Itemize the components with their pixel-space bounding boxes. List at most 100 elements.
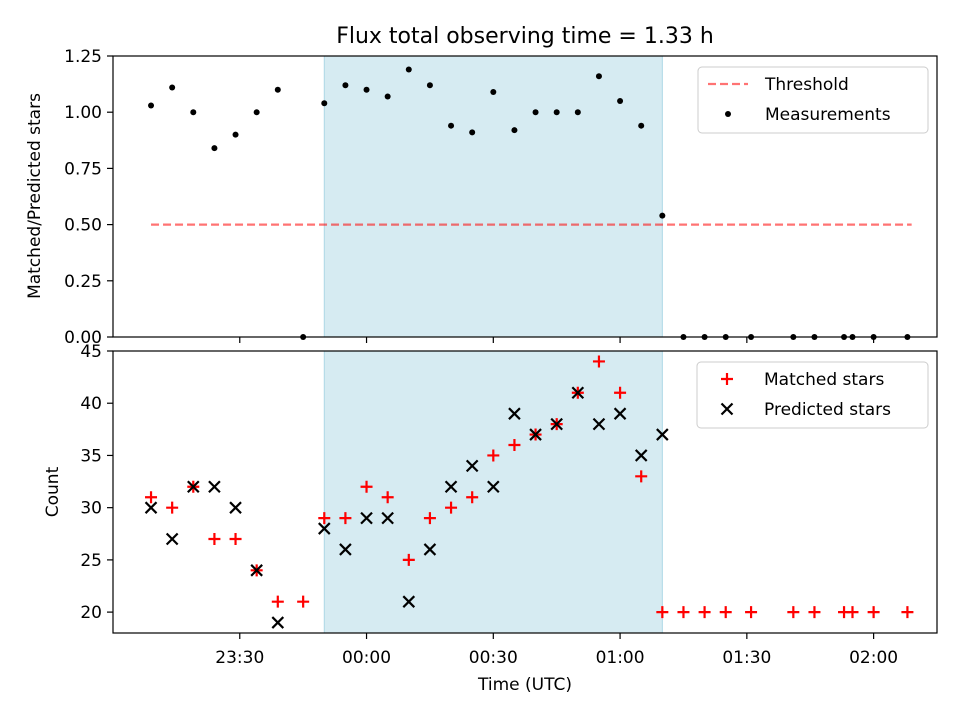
x-tick-label: 02:00 bbox=[849, 648, 898, 668]
matched-star-point bbox=[145, 491, 158, 504]
measurement-point bbox=[342, 82, 349, 89]
predicted-star-point bbox=[423, 543, 437, 556]
bottom-y-tick-label: 25 bbox=[80, 551, 102, 571]
predicted-star-point bbox=[592, 417, 606, 431]
top-shaded-interval bbox=[323, 55, 663, 338]
legend-label: Threshold bbox=[764, 75, 849, 95]
predicted-star-point bbox=[444, 480, 458, 494]
bottom-panel: 20 25 30 35 40 45 23:30 00:00 00:30 01:00 01:30 02:… bbox=[80, 342, 938, 668]
matched-star-point bbox=[339, 512, 352, 525]
measurement-point bbox=[617, 97, 624, 104]
predicted-star-point bbox=[487, 480, 500, 494]
x-axis-label: Time (UTC) bbox=[477, 675, 572, 695]
top-legend: Threshold Measurements bbox=[697, 66, 929, 134]
matched-star-point bbox=[846, 606, 859, 619]
bottom-y-tick-label: 30 bbox=[80, 499, 102, 519]
matched-star-point bbox=[698, 606, 711, 619]
measurement-point bbox=[448, 122, 455, 129]
top-y-tick-label: 1.00 bbox=[64, 103, 102, 123]
bottom-y-tick-label: 40 bbox=[80, 394, 102, 414]
predicted-star-point bbox=[208, 480, 221, 494]
x-tick-label: 23:30 bbox=[215, 648, 264, 668]
matched-star-point bbox=[229, 533, 242, 545]
measurement-point bbox=[405, 66, 412, 73]
top-y-tick-label: 0.50 bbox=[64, 216, 102, 236]
top-y-tick-label: 0.00 bbox=[64, 328, 102, 348]
matched-star-point bbox=[166, 501, 179, 514]
predicted-star-point bbox=[465, 459, 479, 473]
matched-star-point bbox=[635, 470, 648, 483]
x-tick-label: 01:00 bbox=[596, 648, 645, 668]
measurement-point bbox=[426, 82, 433, 89]
top-y-tick-label: 0.25 bbox=[64, 272, 102, 292]
legend-measurement-swatch bbox=[725, 111, 731, 117]
measurement-point bbox=[148, 102, 155, 109]
bottom-legend-box bbox=[696, 361, 929, 429]
measurement-point bbox=[553, 109, 560, 116]
predicted-star-point bbox=[571, 386, 585, 400]
predicted-star-point bbox=[250, 564, 263, 577]
predicted-star-point bbox=[318, 522, 331, 535]
legend-predicted-swatch bbox=[720, 402, 734, 416]
matched-star-point bbox=[867, 606, 880, 619]
predicted-star-point bbox=[656, 428, 669, 441]
measurement-point bbox=[574, 109, 581, 116]
measurement-point bbox=[490, 88, 497, 95]
top-panel: 0.00 0.25 0.50 0.75 1.00 1.25 Threshold Measure… bbox=[64, 47, 938, 348]
top-legend-box bbox=[697, 66, 929, 134]
predicted-star-point bbox=[360, 511, 373, 525]
measurement-point bbox=[253, 109, 260, 116]
predicted-star-point bbox=[550, 417, 563, 431]
legend-label: Predicted stars bbox=[764, 400, 891, 420]
x-tick-label: 00:00 bbox=[342, 648, 391, 668]
matched-star-point bbox=[360, 480, 373, 493]
bottom-legend: Matched stars Predicted stars bbox=[696, 361, 929, 429]
top-y-tick-label: 1.25 bbox=[64, 47, 102, 67]
matched-star-point bbox=[402, 553, 415, 566]
measurement-point bbox=[532, 109, 539, 116]
measurement-point bbox=[511, 127, 518, 134]
matched-star-point bbox=[423, 512, 436, 525]
measurement-point bbox=[638, 122, 645, 129]
bottom-y-axis-label: Count bbox=[43, 466, 63, 517]
matched-star-point bbox=[297, 595, 310, 608]
predicted-star-point bbox=[634, 449, 648, 462]
top-axes-frame bbox=[112, 55, 938, 338]
matched-star-point bbox=[719, 606, 732, 619]
matched-star-point bbox=[787, 606, 800, 619]
matched-star-point bbox=[677, 606, 690, 619]
predicted-star-point bbox=[402, 595, 416, 608]
matched-star-point bbox=[508, 439, 521, 451]
predicted-star-point bbox=[613, 407, 627, 420]
matched-star-point bbox=[487, 449, 500, 462]
matched-star-point bbox=[592, 355, 605, 368]
legend-label: Matched stars bbox=[764, 370, 884, 390]
bottom-y-tick-label: 20 bbox=[80, 603, 102, 623]
predicted-star-point bbox=[339, 543, 352, 556]
predicted-star-point bbox=[271, 616, 285, 629]
measurement-point bbox=[384, 93, 391, 100]
matched-star-point bbox=[901, 606, 914, 619]
top-y-axis-label: Matched/Predicted stars bbox=[25, 93, 45, 299]
bottom-axes-frame bbox=[112, 350, 938, 634]
measurement-point bbox=[363, 86, 370, 93]
predicted-star-point bbox=[165, 532, 179, 546]
matched-star-point bbox=[271, 595, 284, 608]
measurement-point bbox=[321, 100, 328, 107]
predicted-star-point bbox=[187, 480, 200, 494]
measurement-point bbox=[659, 212, 666, 219]
matched-star-point bbox=[745, 606, 758, 619]
measurement-point bbox=[190, 109, 197, 116]
x-tick-label: 01:30 bbox=[722, 648, 771, 668]
measurement-point bbox=[469, 129, 476, 136]
predicted-star-point bbox=[144, 501, 158, 514]
matched-star-point bbox=[466, 491, 479, 504]
predicted-star-point bbox=[229, 501, 242, 514]
measurement-point bbox=[595, 73, 602, 80]
bottom-shaded-interval bbox=[323, 350, 663, 634]
legend-label: Measurements bbox=[765, 105, 891, 125]
matched-star-point bbox=[318, 512, 331, 525]
matched-star-point bbox=[656, 606, 669, 619]
matched-star-point bbox=[445, 501, 458, 514]
